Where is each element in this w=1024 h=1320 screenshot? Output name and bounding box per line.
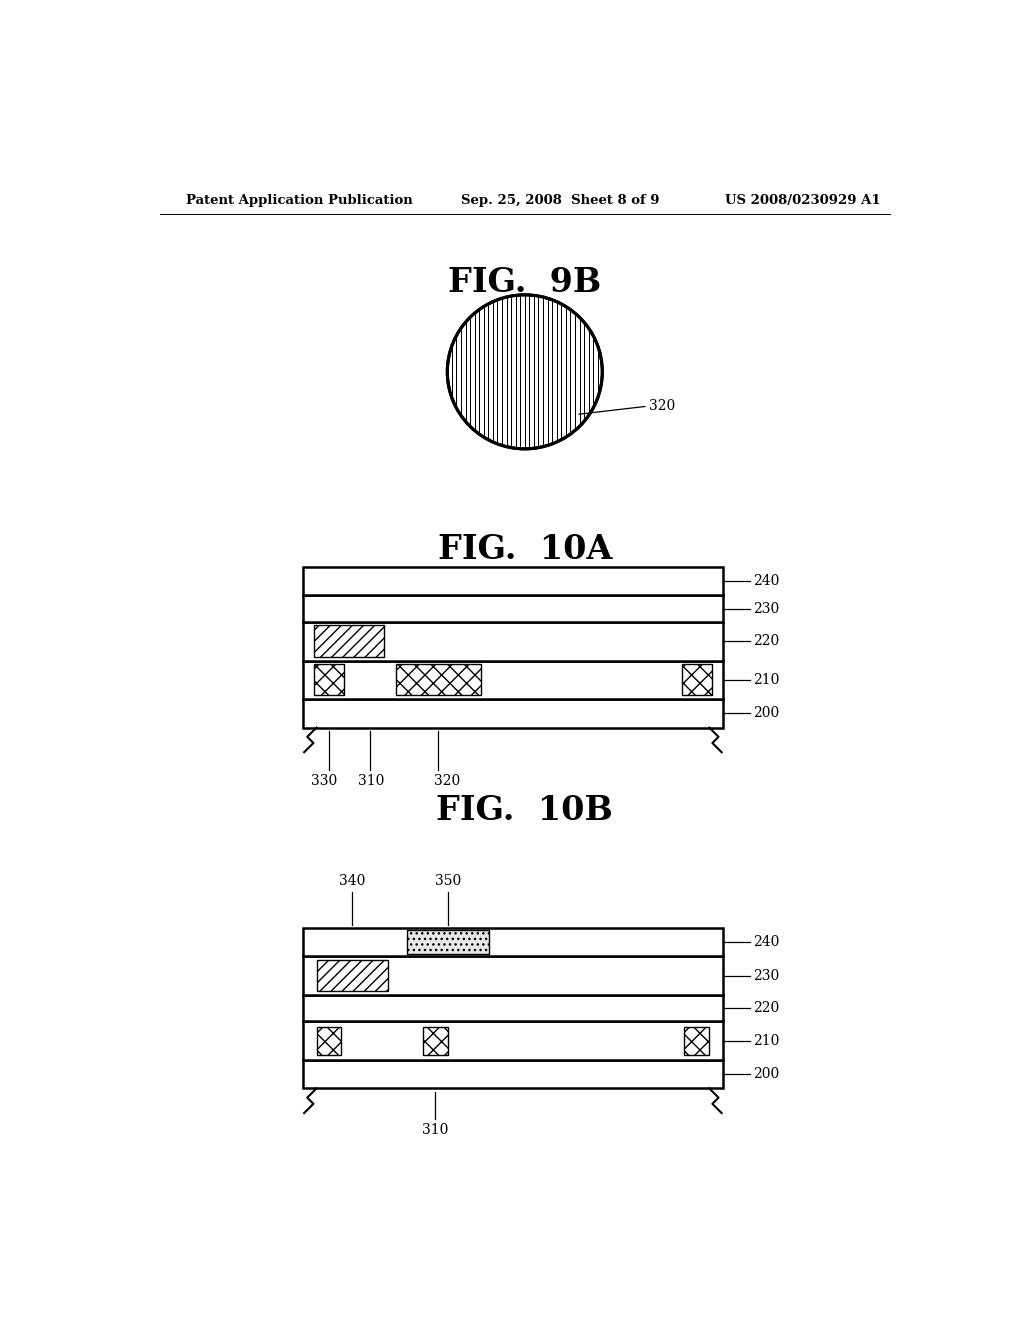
Text: 200: 200	[754, 1067, 779, 1081]
Bar	[303, 660, 723, 700]
Text: 320: 320	[434, 774, 461, 788]
Text: 200: 200	[754, 706, 779, 721]
Text: 230: 230	[754, 602, 779, 615]
Text: Sep. 25, 2008  Sheet 8 of 9: Sep. 25, 2008 Sheet 8 of 9	[461, 194, 659, 207]
Bar	[316, 960, 388, 991]
Bar	[423, 1027, 447, 1055]
Text: FIG.  10A: FIG. 10A	[437, 533, 612, 566]
Bar	[303, 1060, 723, 1089]
Bar	[303, 595, 723, 622]
Text: 240: 240	[754, 574, 780, 589]
Text: Patent Application Publication: Patent Application Publication	[186, 194, 413, 207]
Bar	[314, 626, 384, 657]
Text: FIG.  10B: FIG. 10B	[436, 795, 613, 828]
Bar	[303, 622, 723, 660]
Text: 310: 310	[358, 774, 384, 788]
Bar	[303, 568, 723, 595]
Text: 310: 310	[422, 1123, 449, 1137]
Bar	[682, 664, 712, 696]
Text: US 2008/0230929 A1: US 2008/0230929 A1	[725, 194, 881, 207]
Text: FIG.  9B: FIG. 9B	[449, 265, 601, 298]
Bar	[395, 664, 481, 696]
Text: 230: 230	[754, 969, 779, 982]
Text: 350: 350	[435, 874, 461, 888]
Bar	[316, 1027, 341, 1055]
Bar	[303, 1022, 723, 1060]
Text: 210: 210	[754, 673, 780, 686]
Bar	[303, 956, 723, 995]
Bar	[303, 700, 723, 727]
Bar	[314, 664, 344, 696]
Text: 340: 340	[339, 874, 366, 888]
Text: 220: 220	[754, 634, 779, 648]
Text: 220: 220	[754, 1001, 779, 1015]
Text: 240: 240	[754, 935, 780, 949]
Text: 320: 320	[649, 400, 675, 413]
Bar	[684, 1027, 710, 1055]
Text: 330: 330	[311, 774, 338, 788]
Circle shape	[447, 294, 602, 449]
Text: 210: 210	[754, 1034, 780, 1048]
Bar	[303, 995, 723, 1022]
Bar	[408, 931, 488, 954]
Bar	[303, 928, 723, 956]
